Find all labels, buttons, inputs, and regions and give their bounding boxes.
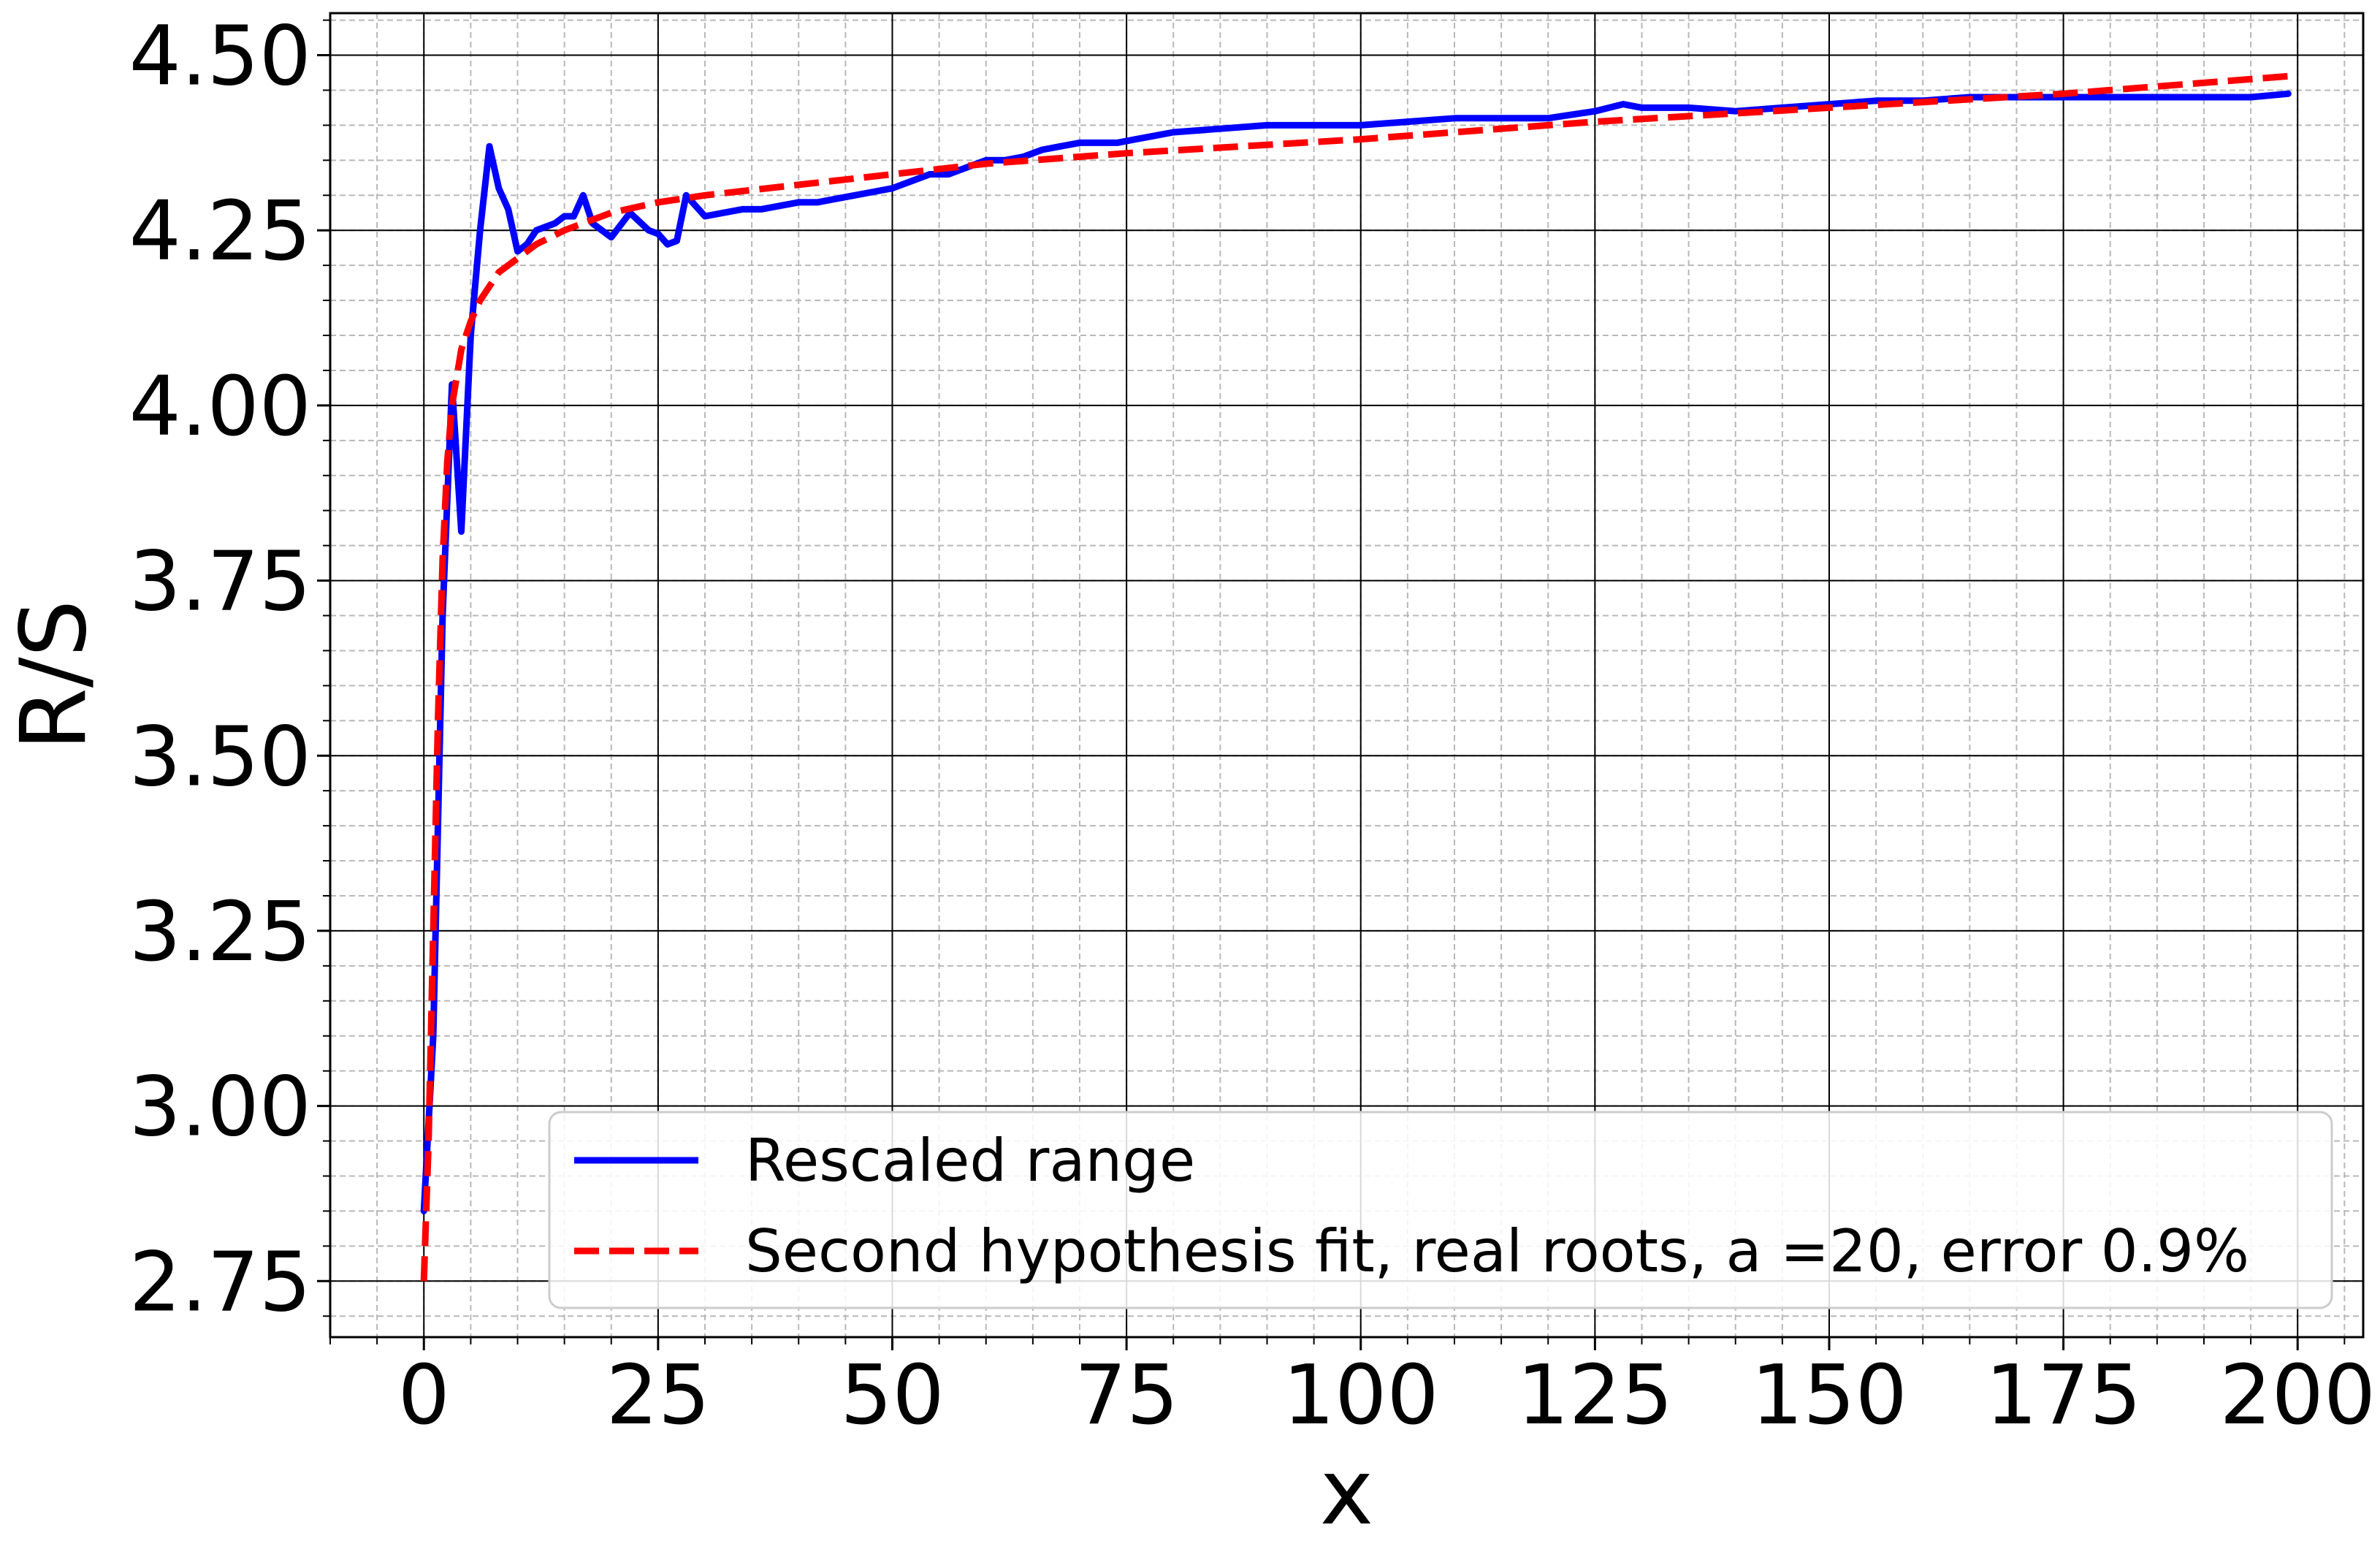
y-tick-label: 4.25 <box>129 184 311 279</box>
x-axis-ticks: 0 25 50 75 100 125 150 175 200 <box>398 1337 2376 1443</box>
x-tick-label: 175 <box>1986 1348 2142 1443</box>
legend-label-rescaled-range: Rescaled range <box>745 1127 1195 1195</box>
series-line-rescaled-range <box>420 90 2292 1214</box>
x-tick-label: 25 <box>606 1348 711 1443</box>
y-axis-label: R/S <box>1 600 107 751</box>
x-tick-label: 0 <box>398 1348 450 1443</box>
y-tick-label: 3.00 <box>129 1060 311 1155</box>
y-tick-label: 4.00 <box>129 359 311 454</box>
legend: Rescaled range Second hypothesis fit, re… <box>548 1111 2333 1309</box>
y-tick-label: 3.75 <box>129 535 311 630</box>
y-axis-ticks: 2.75 3.00 3.25 3.50 3.75 4.00 4.25 4.50 <box>129 9 330 1330</box>
y-tick-label: 3.25 <box>129 885 311 980</box>
x-tick-label: 100 <box>1283 1348 1439 1443</box>
x-tick-label: 200 <box>2219 1348 2376 1443</box>
x-axis-label: x <box>1320 1440 1373 1541</box>
x-tick-label: 75 <box>1075 1348 1179 1443</box>
x-tick-label: 50 <box>840 1348 945 1443</box>
y-tick-label: 2.75 <box>129 1235 311 1330</box>
x-tick-label: 150 <box>1751 1348 1907 1443</box>
legend-box <box>548 1111 2333 1309</box>
series-line-fit <box>420 72 2289 1282</box>
series-layer <box>420 72 2292 1282</box>
x-tick-label: 125 <box>1517 1348 1673 1443</box>
plot-frame <box>329 12 2365 1339</box>
legend-label-fit: Second hypothesis fit, real roots, a =20… <box>745 1217 2249 1285</box>
y-tick-label: 4.50 <box>129 9 311 104</box>
y-tick-label: 3.50 <box>129 709 311 804</box>
